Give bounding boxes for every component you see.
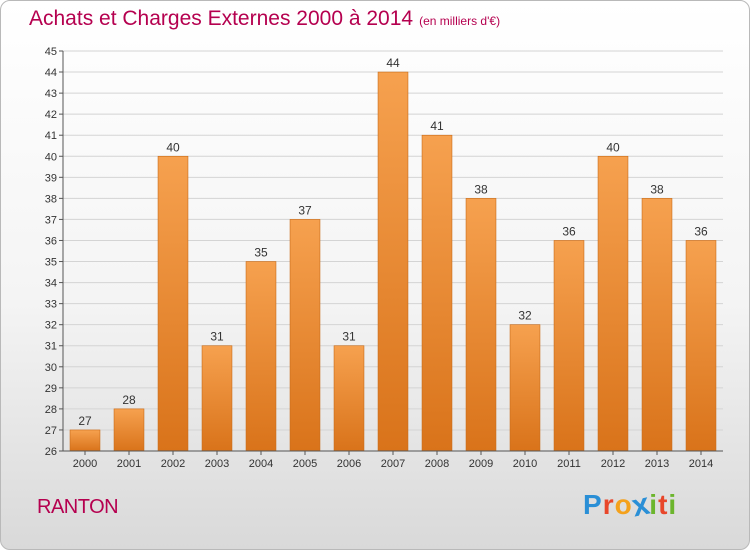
bar — [245, 261, 277, 452]
y-tick-label: 27 — [45, 425, 57, 437]
logo-letter: i — [668, 489, 678, 520]
y-tick-label: 42 — [45, 109, 57, 121]
bar — [333, 345, 365, 452]
x-tick-label: 2003 — [205, 458, 229, 470]
x-axis: 2000 2001 2002 2003 2004 2005 2006 2007 2008 2009… — [63, 450, 723, 470]
x-tick-label: 2012 — [601, 458, 625, 470]
bar — [157, 155, 189, 452]
y-tick-label: 33 — [45, 299, 57, 311]
x-tick-label: 2010 — [513, 458, 537, 470]
bar — [597, 155, 629, 452]
data-label: 31 — [210, 330, 224, 344]
y-tick-label: 34 — [45, 278, 57, 290]
data-label: 38 — [650, 182, 664, 196]
bar — [421, 134, 453, 452]
bars — [69, 71, 717, 452]
data-label: 36 — [694, 224, 708, 238]
proxiti-logo: Proxiti — [583, 486, 678, 523]
logo-letter: r — [602, 489, 615, 520]
y-tick-label: 45 — [45, 46, 57, 58]
bar — [553, 240, 585, 452]
y-tick-label: 36 — [45, 235, 57, 247]
bar — [685, 240, 717, 452]
x-tick-label: 2002 — [161, 458, 185, 470]
data-label: 36 — [562, 224, 576, 238]
y-axis: 26 27 28 29 30 31 32 33 34 35 36 37 38 39 40 41 42 43 44 45 — [45, 46, 64, 458]
y-tick-label: 38 — [45, 193, 57, 205]
logo-letter: o — [614, 489, 633, 520]
x-tick-label: 2006 — [337, 458, 361, 470]
y-tick-label: 40 — [45, 151, 57, 163]
bar — [201, 345, 233, 452]
y-tick-label: 39 — [45, 172, 57, 184]
unit-note: (en milliers d'€) — [419, 14, 501, 28]
data-label: 38 — [474, 182, 488, 196]
x-tick-label: 2009 — [469, 458, 493, 470]
y-tick-label: 31 — [45, 341, 57, 353]
x-tick-label: 2001 — [117, 458, 141, 470]
x-tick-label: 2014 — [689, 458, 713, 470]
data-label: 32 — [518, 309, 532, 323]
commune-name: RANTON — [37, 496, 119, 518]
y-tick-label: 32 — [45, 320, 57, 332]
data-label: 27 — [78, 414, 92, 428]
y-tick-label: 29 — [45, 383, 57, 395]
bar — [377, 71, 409, 452]
y-tick-label: 30 — [45, 362, 57, 374]
x-tick-label: 2008 — [425, 458, 449, 470]
y-tick-label: 26 — [45, 446, 57, 458]
bar — [289, 219, 321, 452]
x-tick-label: 2007 — [381, 458, 405, 470]
y-tick-label: 28 — [45, 404, 57, 416]
y-tick-label: 44 — [45, 67, 57, 79]
bar — [641, 198, 673, 452]
data-label: 40 — [606, 140, 620, 154]
bar — [465, 198, 497, 452]
x-tick-label: 2000 — [73, 458, 97, 470]
data-labels: 27 28 40 31 35 37 31 44 41 38 32 36 40 38 36 — [78, 56, 708, 428]
logo-letter: t — [658, 489, 669, 520]
chart-title: Achats et Charges Externes 2000 à 2014 (e… — [29, 7, 500, 31]
x-tick-label: 2005 — [293, 458, 317, 470]
data-label: 37 — [298, 203, 312, 217]
data-label: 35 — [254, 246, 268, 260]
data-label: 31 — [342, 330, 356, 344]
x-tick-label: 2013 — [645, 458, 669, 470]
x-tick-label: 2011 — [557, 458, 581, 470]
logo-letter: P — [583, 489, 603, 520]
y-tick-label: 37 — [45, 214, 57, 226]
data-label: 41 — [430, 119, 444, 133]
y-tick-label: 41 — [45, 130, 57, 142]
logo-letter: i — [649, 489, 659, 520]
bar — [69, 429, 101, 452]
x-tick-label: 2004 — [249, 458, 273, 470]
bar — [509, 324, 541, 452]
y-tick-label: 35 — [45, 257, 57, 269]
data-label: 40 — [166, 140, 180, 154]
bar — [113, 408, 145, 452]
title-text: Achats et Charges Externes 2000 à 2014 — [29, 7, 414, 30]
data-label: 28 — [122, 393, 136, 407]
y-tick-label: 43 — [45, 88, 57, 100]
data-label: 44 — [386, 56, 400, 70]
